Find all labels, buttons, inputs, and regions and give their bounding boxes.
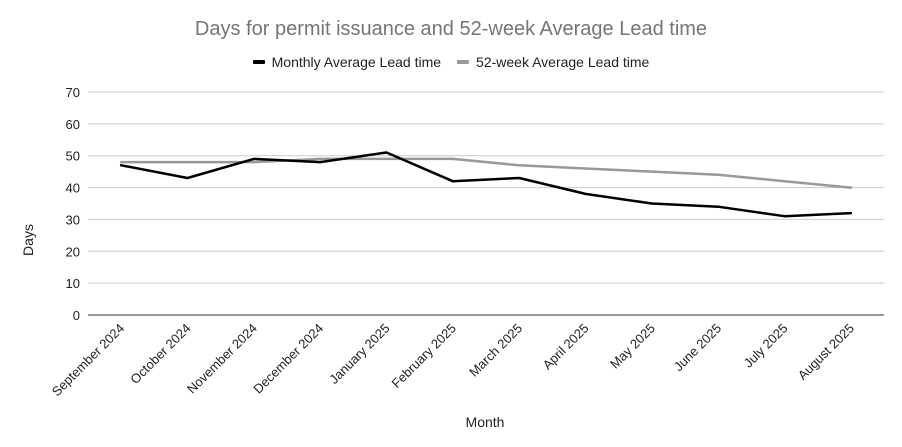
legend-label-monthly: Monthly Average Lead time [271,54,442,70]
x-tick-label: September 2024 [49,321,128,400]
x-axis-title: Month [466,414,505,430]
x-tick-label: May 2025 [607,321,658,372]
data-point[interactable] [252,157,256,161]
data-point[interactable] [716,173,720,177]
data-point[interactable] [517,176,521,180]
y-tick-label: 40 [66,181,80,196]
y-tick-label: 0 [73,308,80,323]
data-point[interactable] [385,151,388,154]
legend-item-52-week[interactable]: 52-week Average Lead time [457,54,649,70]
data-point[interactable] [119,164,123,167]
chart-title: Days for permit issuance and 52-week Ave… [194,18,708,40]
y-tick-label: 20 [66,244,80,259]
data-point[interactable] [385,157,388,161]
x-tick-label: March 2025 [466,321,525,380]
data-point[interactable] [186,176,189,180]
x-tick-label: February 2025 [389,321,459,391]
x-tick-label: December 2024 [250,321,326,397]
data-point[interactable] [318,157,322,161]
series-line-1[interactable] [119,157,853,189]
series-line-0[interactable] [119,151,853,218]
legend-item-monthly[interactable]: Monthly Average Lead time [252,54,442,70]
data-point[interactable] [451,157,455,161]
data-point[interactable] [650,202,654,205]
x-tick-label: January 2025 [326,321,392,387]
legend-label-52-week: 52-week Average Lead time [476,54,650,70]
legend-swatch-52-week [457,60,470,64]
data-point[interactable] [783,180,786,183]
gridlines [88,91,884,316]
x-tick-label: June 2025 [671,321,725,375]
data-point[interactable] [517,164,521,167]
y-tick-label: 30 [66,212,80,227]
series-lines [119,151,853,218]
legend-swatch-monthly [252,60,265,64]
data-point[interactable] [783,215,786,218]
data-point[interactable] [650,170,654,173]
data-point[interactable] [584,192,587,196]
data-point[interactable] [849,186,853,189]
y-tick-label: 10 [66,276,80,291]
data-point[interactable] [849,211,853,215]
data-point[interactable] [318,160,322,164]
data-point[interactable] [186,160,189,164]
legend: Monthly Average Lead time 52-week Averag… [0,54,902,70]
x-tick-label: April 2025 [540,321,592,373]
data-point[interactable] [716,205,720,208]
data-point[interactable] [119,160,123,164]
x-tick-label: July 2025 [741,321,791,371]
y-axis-ticks: 0 10 20 30 40 50 60 70 [66,85,80,323]
data-point[interactable] [584,167,587,170]
y-tick-label: 70 [66,85,80,100]
y-tick-label: 60 [66,117,80,132]
x-tick-label: November 2024 [184,321,260,397]
x-tick-label: October 2024 [127,321,193,387]
y-tick-label: 50 [66,149,80,164]
data-point[interactable] [451,180,455,183]
x-tick-label: August 2025 [795,321,857,383]
data-point[interactable] [252,160,256,164]
y-axis-title: Days [20,224,36,256]
